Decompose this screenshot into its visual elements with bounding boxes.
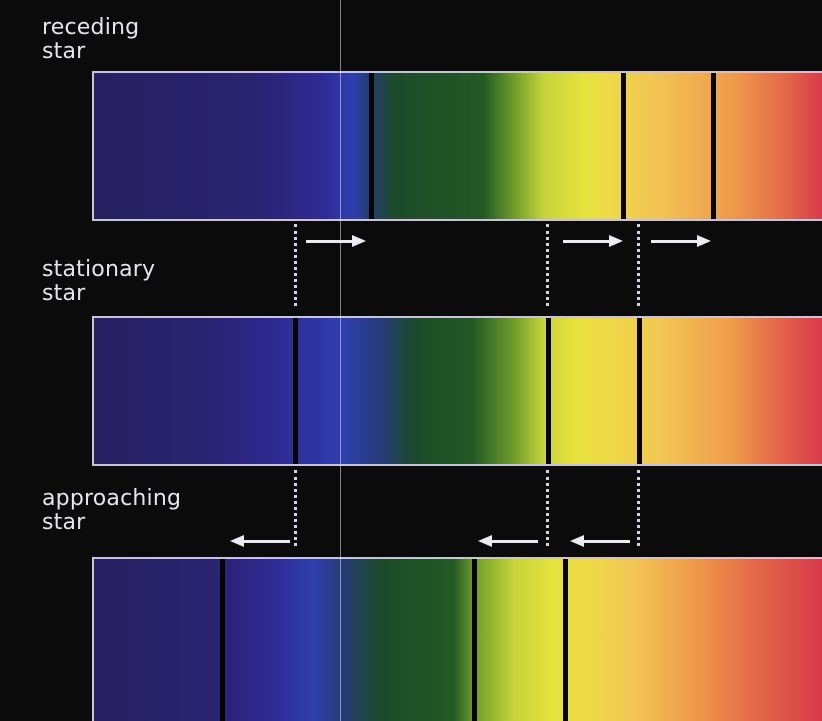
left-arrow-icon: [478, 535, 538, 547]
spectrum-receding: [92, 71, 822, 221]
spectrum-approaching: [92, 557, 822, 721]
right-arrow-icon: [306, 235, 366, 247]
absorption-line: [369, 73, 374, 219]
absorption-line: [621, 73, 626, 219]
absorption-line: [563, 559, 568, 721]
absorption-line: [546, 318, 551, 464]
absorption-line: [637, 318, 642, 464]
label-approaching-star: approaching star: [42, 486, 182, 535]
label-stationary-star: stationary star: [42, 257, 156, 306]
label-receding-star: receding star: [42, 15, 140, 64]
left-arrow-icon: [570, 535, 630, 547]
absorption-line: [220, 559, 225, 721]
guide-line: [546, 470, 549, 546]
left-arrow-icon: [230, 535, 290, 547]
right-arrow-icon: [563, 235, 623, 247]
absorption-line: [293, 318, 298, 464]
guide-line: [546, 224, 549, 306]
guide-line: [637, 224, 640, 306]
spectrum-stationary: [92, 316, 822, 466]
absorption-line: [711, 73, 716, 219]
guide-line: [294, 224, 297, 306]
reference-line: [340, 0, 341, 721]
guide-line: [637, 470, 640, 546]
absorption-line: [472, 559, 477, 721]
guide-line: [294, 470, 297, 546]
right-arrow-icon: [651, 235, 711, 247]
